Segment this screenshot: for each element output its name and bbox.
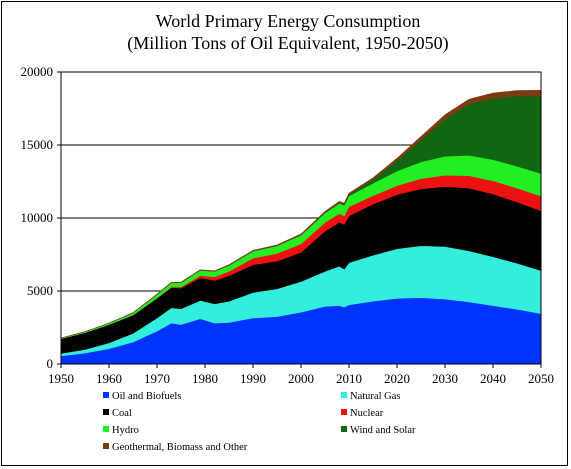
axes: 0 5000 10000 15000 20000 1950 1960 1970 1980 1990… (21, 64, 555, 386)
x-tick-label: 1980 (192, 371, 218, 386)
x-tick-label: 2040 (480, 371, 506, 386)
y-tick-label: 0 (47, 356, 54, 371)
x-tick-label: 2010 (336, 371, 362, 386)
x-tick-label: 1970 (144, 371, 170, 386)
legend-swatch (103, 443, 109, 449)
legend-swatch (103, 392, 109, 398)
legend-swatch (103, 409, 109, 415)
legend-swatch (341, 426, 347, 432)
legend: Oil and Biofuels Natural Gas Coal Nuclear Hy… (103, 391, 416, 453)
legend-label: Geothermal, Biomass and Other (112, 442, 248, 453)
legend-swatch (341, 392, 347, 398)
chart-subtitle: (Million Tons of Oil Equivalent, 1950-20… (127, 33, 448, 54)
chart-title: World Primary Energy Consumption (156, 11, 421, 31)
legend-swatch (341, 409, 347, 415)
x-tick-label: 1950 (48, 371, 74, 386)
x-tick-label: 2000 (288, 371, 314, 386)
y-tick-label: 10000 (21, 210, 54, 225)
y-tick-label: 20000 (21, 64, 54, 79)
y-tick-label: 15000 (21, 137, 54, 152)
x-tick-label: 2030 (432, 371, 458, 386)
legend-swatch (103, 426, 109, 432)
x-tick-label: 1960 (96, 371, 122, 386)
legend-label: Wind and Solar (350, 425, 416, 436)
x-tick-label: 2050 (528, 371, 554, 386)
legend-label: Oil and Biofuels (112, 391, 181, 402)
x-tick-label: 1990 (240, 371, 266, 386)
x-tick-label: 2020 (384, 371, 410, 386)
area-series-group (60, 89, 542, 365)
legend-label: Natural Gas (350, 391, 400, 402)
legend-label: Coal (112, 408, 132, 419)
legend-label: Hydro (112, 425, 139, 436)
legend-label: Nuclear (350, 408, 384, 419)
y-tick-label: 5000 (27, 283, 53, 298)
